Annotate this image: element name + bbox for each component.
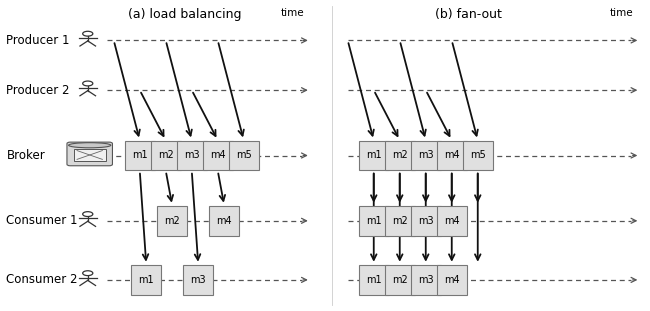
Text: m4: m4	[444, 275, 460, 285]
FancyBboxPatch shape	[359, 265, 389, 295]
Text: time: time	[610, 8, 634, 18]
Text: m4: m4	[210, 151, 226, 160]
FancyBboxPatch shape	[385, 141, 415, 170]
FancyBboxPatch shape	[177, 141, 207, 170]
FancyBboxPatch shape	[131, 265, 161, 295]
FancyBboxPatch shape	[74, 149, 106, 161]
Text: m3: m3	[418, 151, 434, 160]
FancyBboxPatch shape	[385, 265, 415, 295]
Text: m4: m4	[444, 216, 460, 226]
Text: Producer 2: Producer 2	[6, 84, 70, 97]
Text: m1: m1	[132, 151, 148, 160]
FancyBboxPatch shape	[183, 265, 213, 295]
Text: (b) fan-out: (b) fan-out	[435, 8, 501, 21]
Text: m3: m3	[184, 151, 200, 160]
FancyBboxPatch shape	[157, 206, 187, 236]
FancyBboxPatch shape	[463, 141, 493, 170]
FancyBboxPatch shape	[411, 265, 441, 295]
Text: m4: m4	[216, 216, 232, 226]
FancyBboxPatch shape	[411, 141, 441, 170]
Text: m3: m3	[190, 275, 206, 285]
FancyBboxPatch shape	[229, 141, 259, 170]
Text: m3: m3	[418, 216, 434, 226]
Ellipse shape	[68, 143, 110, 148]
Text: m1: m1	[366, 151, 382, 160]
FancyBboxPatch shape	[125, 141, 155, 170]
Text: m5: m5	[470, 151, 486, 160]
Text: m2: m2	[392, 216, 408, 226]
FancyBboxPatch shape	[203, 141, 233, 170]
Text: (a) load balancing: (a) load balancing	[129, 8, 242, 21]
FancyBboxPatch shape	[437, 206, 467, 236]
Text: Consumer 2: Consumer 2	[6, 273, 78, 286]
Text: m2: m2	[392, 275, 408, 285]
Text: m5: m5	[236, 151, 252, 160]
Text: m1: m1	[366, 216, 382, 226]
FancyBboxPatch shape	[359, 141, 389, 170]
Text: m2: m2	[392, 151, 408, 160]
FancyBboxPatch shape	[359, 206, 389, 236]
FancyBboxPatch shape	[151, 141, 181, 170]
Text: m2: m2	[158, 151, 174, 160]
FancyBboxPatch shape	[209, 206, 239, 236]
Text: m1: m1	[138, 275, 154, 285]
FancyBboxPatch shape	[411, 206, 441, 236]
FancyBboxPatch shape	[437, 265, 467, 295]
Text: m2: m2	[164, 216, 180, 226]
FancyBboxPatch shape	[385, 206, 415, 236]
Text: m3: m3	[418, 275, 434, 285]
Text: m1: m1	[366, 275, 382, 285]
Text: Broker: Broker	[6, 149, 46, 162]
Text: time: time	[281, 8, 304, 18]
FancyBboxPatch shape	[437, 141, 467, 170]
Text: m4: m4	[444, 151, 460, 160]
FancyBboxPatch shape	[67, 142, 112, 166]
Text: Producer 1: Producer 1	[6, 34, 70, 47]
Text: Consumer 1: Consumer 1	[6, 214, 78, 227]
